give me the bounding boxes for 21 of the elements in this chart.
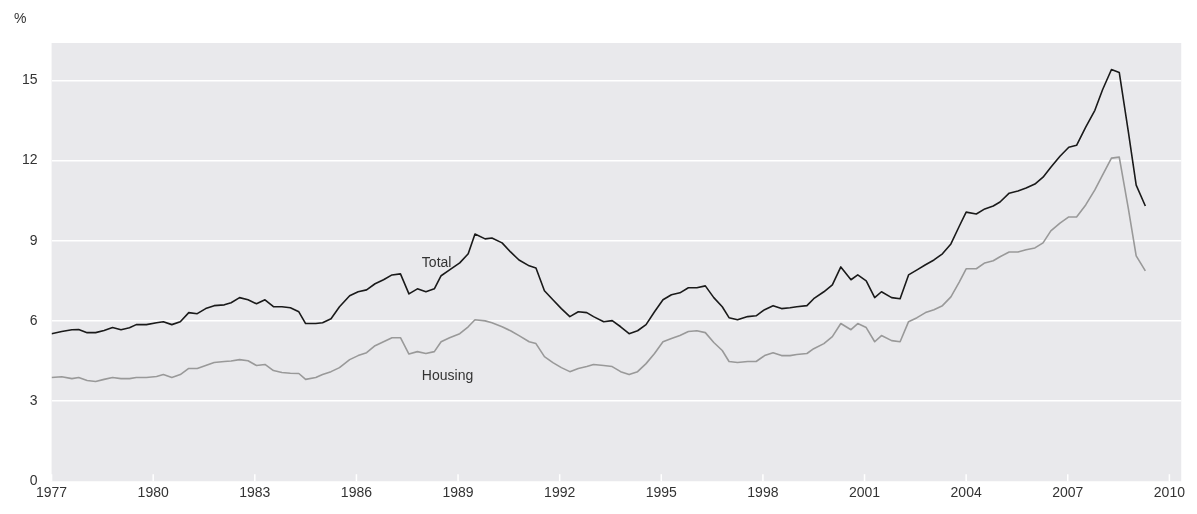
series-label: Total — [421, 253, 452, 270]
x-tick-label: 1977 — [35, 484, 68, 501]
x-tick-label: 1995 — [645, 484, 678, 501]
y-tick-label: 15 — [21, 71, 38, 88]
x-tick-label: 2007 — [1052, 484, 1084, 501]
x-tick-label: 2010 — [1153, 484, 1186, 501]
x-tick-label: 1980 — [137, 484, 169, 501]
y-tick-label: 9 — [29, 231, 38, 248]
x-tick-label: 2004 — [950, 484, 982, 501]
x-tick-label: 1989 — [442, 484, 474, 501]
x-tick-label: 1983 — [239, 484, 271, 501]
series-label: Housing — [421, 367, 474, 384]
x-tick-label: 1998 — [747, 484, 779, 501]
y-tick-label: 12 — [21, 151, 38, 168]
y-axis-title: % — [14, 9, 27, 26]
x-tick-label: 1986 — [340, 484, 373, 501]
x-tick-label: 2001 — [848, 484, 881, 501]
y-tick-label: 3 — [29, 391, 38, 408]
x-tick-label: 1992 — [544, 484, 576, 501]
y-tick-label: 0 — [29, 472, 38, 489]
y-tick-label: 6 — [29, 311, 38, 328]
